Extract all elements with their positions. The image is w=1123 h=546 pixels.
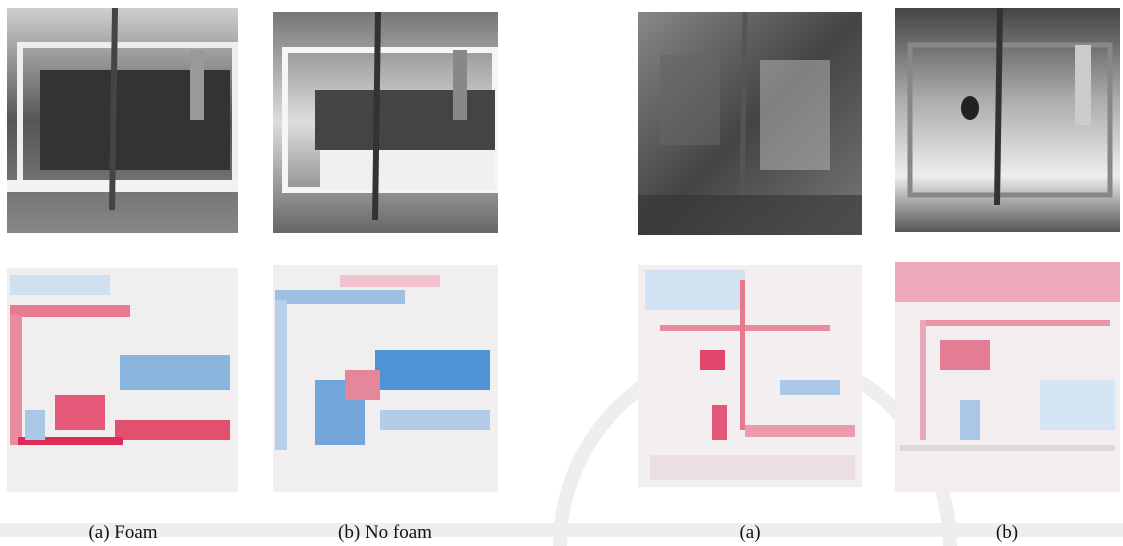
- heatmap: [895, 262, 1120, 492]
- figure: (a) Foam (b) No foam (a) (b): [0, 0, 1123, 546]
- heatmap: [7, 268, 238, 492]
- caption: (b) No foam: [338, 522, 432, 543]
- caption: (a) Foam: [88, 522, 157, 543]
- photo: [273, 12, 498, 233]
- photo: [895, 8, 1120, 232]
- photo: [638, 12, 862, 235]
- caption: (a): [739, 522, 760, 543]
- heatmap: [638, 265, 862, 487]
- caption: (b): [996, 522, 1018, 543]
- heatmap: [273, 265, 498, 492]
- photo: [7, 8, 238, 233]
